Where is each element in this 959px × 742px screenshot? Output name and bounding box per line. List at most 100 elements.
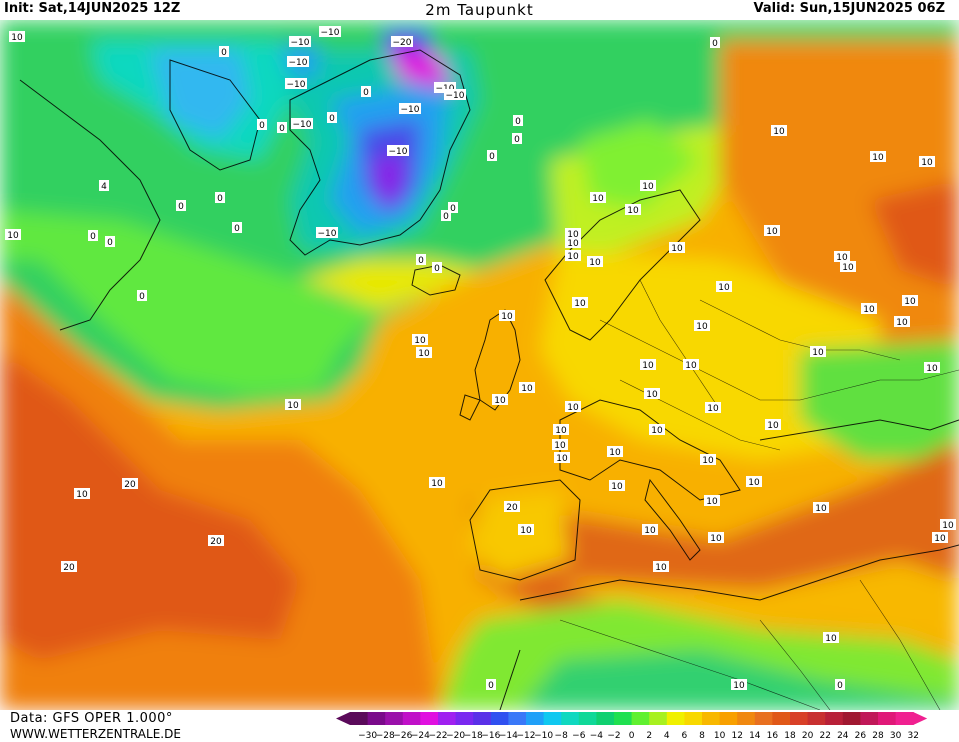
contour-label-bg <box>565 237 581 248</box>
contour-label: 10 <box>921 158 933 168</box>
legend-tick-label: 4 <box>664 731 670 741</box>
contour-label: 10 <box>872 153 884 163</box>
legend-swatch <box>825 712 844 725</box>
legend-tick-label: 20 <box>802 731 814 741</box>
contour-label: 10 <box>685 361 697 371</box>
legend-swatch <box>367 712 386 725</box>
map-title: 2m Taupunkt <box>425 1 534 19</box>
contour-label: 10 <box>567 252 579 262</box>
contour-label: 10 <box>627 206 639 216</box>
legend-swatch <box>631 712 650 725</box>
legend-tick-label: 0 <box>629 731 635 741</box>
contour-label-bg <box>710 37 720 48</box>
contour-label-bg <box>316 227 338 238</box>
contour-label: 10 <box>611 482 623 492</box>
contour-label-bg <box>287 56 309 67</box>
contour-label-bg <box>429 477 445 488</box>
contour-label-bg <box>432 262 442 273</box>
contour-label-bg <box>870 151 886 162</box>
contour-label: 10 <box>766 227 778 237</box>
legend-swatch <box>842 712 861 725</box>
legend-tick-label: 18 <box>784 731 796 741</box>
legend-tick-label: 22 <box>819 731 830 741</box>
contour-label: 0 <box>279 124 285 134</box>
contour-label: −10 <box>446 91 465 101</box>
contour-label-bg <box>731 679 747 690</box>
contour-label: 10 <box>702 456 714 466</box>
legend-tick-label: −16 <box>481 731 500 741</box>
contour-label: 10 <box>710 534 722 544</box>
legend-tick-label: 14 <box>749 731 761 741</box>
contour-label-bg <box>835 679 845 690</box>
contour-label-bg <box>444 89 466 100</box>
contour-label: 10 <box>926 364 938 374</box>
contour-label-bg <box>554 452 570 463</box>
contour-label: 10 <box>567 239 579 249</box>
legend-swatch <box>402 712 421 725</box>
contour-label: 10 <box>707 404 719 414</box>
legend-swatch <box>543 712 562 725</box>
contour-label: 10 <box>748 478 760 488</box>
contour-label-bg <box>137 290 147 301</box>
contour-label: 10 <box>567 230 579 240</box>
contour-label-bg <box>813 502 829 513</box>
contour-label: 10 <box>812 348 824 358</box>
contour-label: 0 <box>90 232 96 242</box>
contour-label-bg <box>257 119 267 130</box>
contour-label: 10 <box>767 421 779 431</box>
contour-label-bg <box>122 478 138 489</box>
legend-tick-label: 16 <box>767 731 779 741</box>
legend-swatch <box>614 712 633 725</box>
contour-label: 10 <box>825 634 837 644</box>
dewpoint-map: 100−10−10−20−10−10−10−10−10−10−10−100000… <box>0 20 959 710</box>
contour-label: 10 <box>733 681 745 691</box>
legend-tick-label: 30 <box>890 731 902 741</box>
contour-label: −10 <box>287 80 306 90</box>
contour-label: 10 <box>863 305 875 315</box>
contour-label-bg <box>640 359 656 370</box>
contour-label-bg <box>387 145 409 156</box>
contour-label: 10 <box>644 526 656 536</box>
legend-swatch <box>508 712 527 725</box>
contour-label-bg <box>552 439 568 450</box>
contour-label: 10 <box>655 563 667 573</box>
website: WWW.WETTERZENTRALE.DE <box>10 727 181 741</box>
contour-label-bg <box>823 632 839 643</box>
contour-label: 0 <box>329 114 335 124</box>
legend-swatch <box>790 712 809 725</box>
legend-tick-label: −4 <box>590 731 604 741</box>
contour-label-bg <box>285 78 307 89</box>
legend-swatch <box>754 712 773 725</box>
contour-label: 0 <box>450 204 456 214</box>
contour-label-bg <box>499 310 515 321</box>
contour-label: −10 <box>389 147 408 157</box>
contour-label: −10 <box>289 58 308 68</box>
contour-label-bg <box>625 204 641 215</box>
legend-swatch <box>596 712 615 725</box>
contour-label: 0 <box>514 135 520 145</box>
contour-label: −10 <box>321 28 340 38</box>
contour-label-bg <box>504 501 520 512</box>
contour-label-bg <box>327 112 337 123</box>
legend-tick-label: −20 <box>446 731 465 741</box>
legend-tick-label: −22 <box>429 731 448 741</box>
legend-swatch <box>473 712 492 725</box>
contour-label-bg <box>441 210 451 221</box>
contour-label: 10 <box>942 521 954 531</box>
contour-label-bg <box>277 122 287 133</box>
contour-label-bg <box>416 347 432 358</box>
contour-label-bg <box>644 388 660 399</box>
contour-label: 10 <box>696 322 708 332</box>
legend-tick-label: −30 <box>358 731 377 741</box>
contour-label-bg <box>565 401 581 412</box>
contour-label: 10 <box>642 361 654 371</box>
contour-label: 10 <box>555 426 567 436</box>
contour-label: 10 <box>934 534 946 544</box>
contour-label: −10 <box>401 105 420 115</box>
init-time: Init: Sat,14JUN2025 12Z <box>4 1 181 16</box>
contour-label: 10 <box>7 231 19 241</box>
contour-label-bg <box>74 488 90 499</box>
contour-label-bg <box>219 46 229 57</box>
contour-label: 0 <box>139 292 145 302</box>
contour-label-bg <box>902 295 918 306</box>
